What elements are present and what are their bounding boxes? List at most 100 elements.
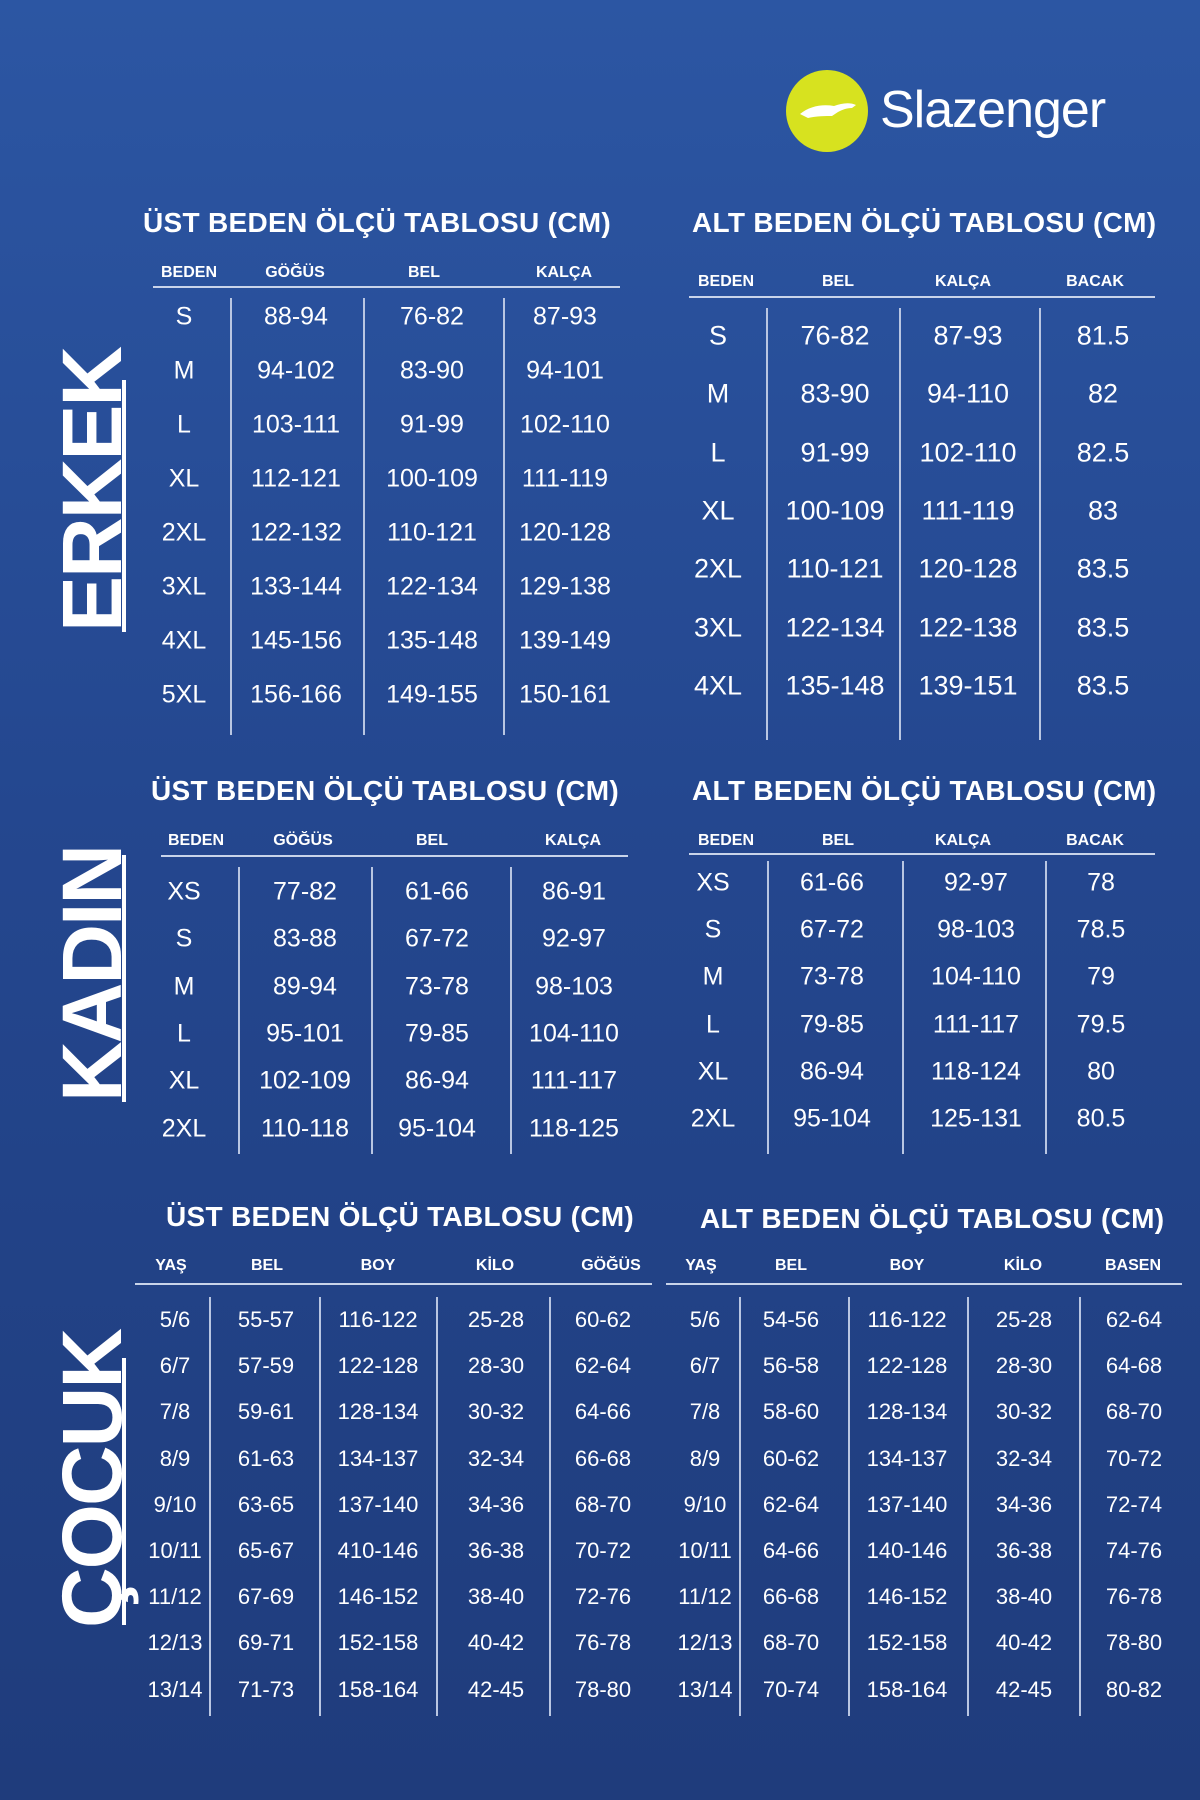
value-cell: 64-66	[762, 1538, 820, 1563]
table-title: ALT BEDEN ÖLÇÜ TABLOSU (CM)	[700, 1203, 1165, 1234]
header-divider	[161, 855, 628, 857]
column-header: KALÇA	[935, 832, 991, 849]
value-cell: 71-73	[237, 1676, 295, 1702]
column-header: BEL	[408, 264, 440, 281]
value-cell: 122-128	[866, 1353, 948, 1379]
value-cell: 102-110	[520, 410, 610, 439]
table-title: ÜST BEDEN ÖLÇÜ TABLOSU (CM)	[151, 775, 619, 806]
column-header: YAŞ	[155, 1257, 187, 1274]
value-cell: 68-70	[574, 1491, 632, 1517]
value-cell: 83-90	[400, 356, 464, 385]
value-cell: 61-63	[237, 1445, 295, 1471]
value-cell: 67-72	[800, 915, 864, 944]
value-cell: 57-59	[237, 1353, 295, 1379]
column-header: BEL	[822, 273, 854, 290]
value-cell: 68-70	[762, 1630, 820, 1656]
value-cell: 32-34	[995, 1445, 1053, 1471]
value-cell: 122-138	[918, 612, 1018, 642]
size-cell: 4XL	[693, 670, 743, 701]
size-cell: 7/8	[689, 1399, 721, 1425]
value-cell: 145-156	[250, 626, 342, 655]
size-cell: L	[706, 1010, 720, 1039]
value-cell: 79-85	[800, 1010, 864, 1039]
section-divider	[122, 1358, 126, 1625]
value-cell: 38-40	[995, 1584, 1053, 1610]
value-cell: 149-155	[386, 680, 478, 709]
size-cell: XL	[701, 495, 735, 526]
value-cell: 104-110	[529, 1019, 619, 1048]
value-cell: 128-134	[337, 1399, 419, 1425]
value-cell: 146-152	[866, 1584, 948, 1610]
size-cell: S	[175, 302, 193, 331]
value-cell: 76-78	[574, 1630, 632, 1656]
value-cell: 68-70	[1105, 1399, 1163, 1425]
size-cell: M	[173, 356, 195, 385]
column-header: GÖĞÜS	[273, 832, 333, 849]
size-cell: 9/10	[153, 1491, 197, 1517]
value-cell: 94-102	[257, 356, 335, 385]
value-cell: 82.5	[1076, 437, 1130, 468]
column-divider	[767, 861, 769, 1154]
size-cell: L	[177, 410, 191, 439]
column-header: BACAK	[1066, 832, 1124, 849]
size-cell: S	[708, 320, 728, 351]
value-cell: 86-91	[542, 877, 606, 906]
value-cell: 34-36	[995, 1491, 1053, 1517]
value-cell: 158-164	[866, 1676, 948, 1702]
table-title: ALT BEDEN ÖLÇÜ TABLOSU (CM)	[692, 775, 1157, 806]
value-cell: 67-72	[405, 924, 469, 953]
value-cell: 59-61	[237, 1399, 295, 1425]
size-cell: S	[704, 915, 722, 944]
size-cell: 8/9	[689, 1445, 721, 1471]
size-cell: 10/11	[148, 1538, 202, 1563]
value-cell: 128-134	[866, 1399, 948, 1425]
value-cell: 83.5	[1076, 612, 1130, 642]
header-divider	[689, 296, 1155, 298]
value-cell: 72-74	[1105, 1491, 1163, 1517]
value-cell: 70-72	[574, 1538, 632, 1563]
size-cell: XS	[167, 877, 201, 906]
column-header: KİLO	[475, 1257, 515, 1274]
value-cell: 63-65	[237, 1491, 295, 1517]
value-cell: 54-56	[762, 1307, 820, 1332]
column-divider	[902, 861, 904, 1154]
value-cell: 102-110	[919, 437, 1017, 468]
value-cell: 38-40	[467, 1584, 525, 1610]
column-header: GÖĞÜS	[265, 264, 325, 281]
value-cell: 70-74	[762, 1676, 820, 1702]
column-divider	[436, 1297, 438, 1716]
size-cell: 2XL	[693, 553, 743, 584]
size-cell: 5/6	[689, 1307, 721, 1332]
value-cell: 76-78	[1105, 1584, 1163, 1610]
value-cell: 32-34	[467, 1445, 525, 1471]
size-cell: 13/14	[147, 1676, 203, 1702]
column-header: BEDEN	[160, 264, 218, 281]
value-cell: 25-28	[467, 1307, 525, 1332]
value-cell: 64-66	[574, 1399, 632, 1425]
value-cell: 111-119	[921, 495, 1015, 526]
column-divider	[510, 867, 512, 1154]
value-cell: 83-88	[273, 924, 337, 953]
column-divider	[1039, 308, 1041, 740]
value-cell: 133-144	[250, 572, 342, 601]
column-header: BACAK	[1066, 273, 1124, 290]
value-cell: 103-111	[251, 410, 341, 439]
value-cell: 91-99	[400, 410, 464, 439]
value-cell: 150-161	[519, 680, 611, 709]
size-cell: M	[702, 962, 724, 991]
value-cell: 95-104	[398, 1114, 476, 1142]
value-cell: 62-64	[574, 1353, 632, 1379]
value-cell: 111-117	[932, 1010, 1020, 1039]
column-header: BEDEN	[167, 832, 225, 849]
value-cell: 36-38	[995, 1538, 1053, 1563]
size-cell: 10/11	[678, 1538, 732, 1563]
value-cell: 122-128	[337, 1353, 419, 1379]
value-cell: 110-121	[387, 518, 477, 547]
value-cell: 95-104	[793, 1104, 871, 1133]
header-divider	[135, 1283, 652, 1285]
size-cell: L	[710, 437, 726, 468]
value-cell: 134-137	[337, 1445, 419, 1471]
value-cell: 89-94	[273, 972, 337, 1001]
value-cell: 60-62	[574, 1307, 632, 1332]
value-cell: 69-71	[237, 1630, 295, 1656]
